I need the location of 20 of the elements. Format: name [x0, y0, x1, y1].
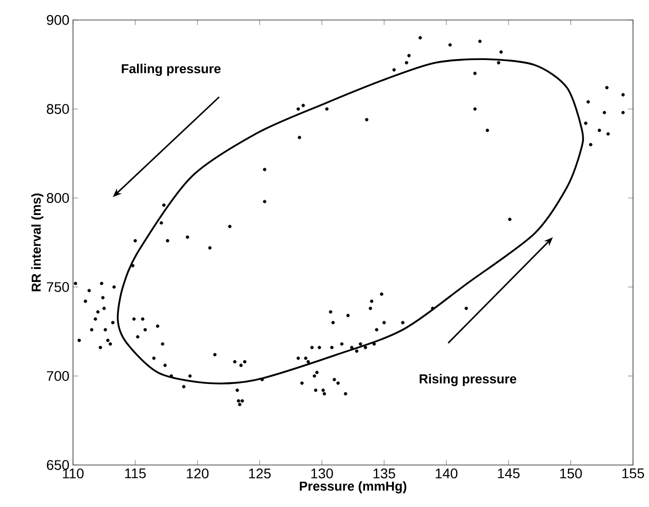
x-tick-label: 115: [125, 468, 146, 478]
x-tick-label: 155: [622, 468, 644, 478]
x-tick-label: 145: [498, 468, 520, 478]
x-tick-label: 110: [62, 468, 84, 478]
x-axis-title: Pressure (mmHg): [300, 481, 406, 494]
x-tick-label: 120: [186, 468, 209, 478]
y-tick-label: 750: [46, 282, 69, 292]
y-tick-label: 650: [46, 460, 69, 470]
y-tick-label: 850: [46, 104, 69, 114]
y-axis-title: RR interval (ms): [31, 194, 44, 292]
x-tick-label: 135: [374, 468, 396, 478]
x-tick-label: 140: [436, 468, 458, 478]
annotation: Rising pressure: [420, 374, 516, 386]
x-tick-label: 130: [311, 468, 333, 478]
y-tick-label: 700: [46, 371, 69, 381]
annotation: Falling pressure: [122, 64, 221, 76]
x-tick-label: 150: [560, 468, 582, 478]
y-tick-label: 900: [46, 15, 69, 25]
y-tick-label: 800: [46, 193, 69, 203]
x-tick-label: 125: [249, 468, 271, 478]
